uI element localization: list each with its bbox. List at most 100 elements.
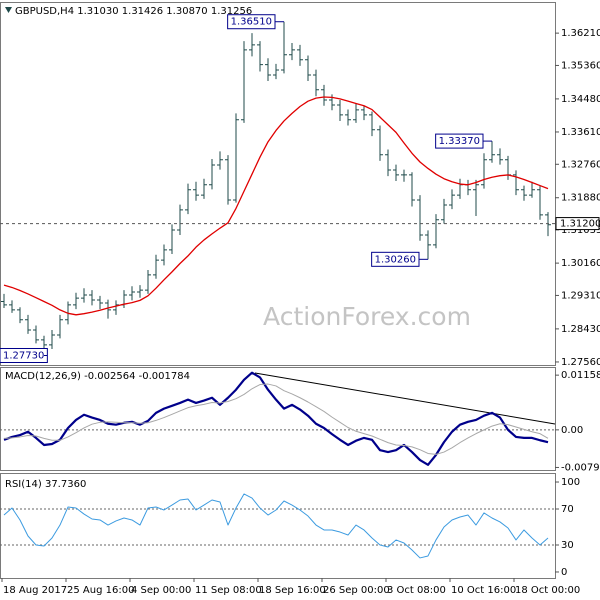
series-line <box>3 383 549 455</box>
price-bar <box>9 300 15 313</box>
price-bar <box>537 185 543 220</box>
price-bar <box>145 269 151 294</box>
price-bar <box>209 158 215 190</box>
x-tick-label: 10 Oct 16:00 <box>451 585 516 596</box>
price-bar <box>241 41 247 123</box>
x-tick-label: 18 Oct 00:00 <box>515 585 580 596</box>
price-bar <box>545 212 551 237</box>
price-bar <box>401 169 407 182</box>
price-bar <box>385 149 391 177</box>
macd-title: MACD(12,26,9) -0.002564 -0.001784 <box>5 371 190 382</box>
x-tick-label: 3 Oct 08:00 <box>387 585 446 596</box>
price-bar <box>137 285 143 298</box>
price-bar <box>489 141 495 163</box>
x-tick-label: 18 Sep 16:00 <box>259 585 326 596</box>
price-title: GBPUSD,H4 1.31030 1.31426 1.30870 1.3125… <box>15 6 252 17</box>
rsi-panel-frame <box>0 473 556 579</box>
x-tick-label: 25 Aug 16:00 <box>67 585 134 596</box>
price-bar <box>361 105 367 121</box>
price-bar <box>17 307 23 324</box>
price-bar <box>441 198 447 224</box>
y-tick-label: 1.29310 <box>561 290 600 301</box>
y-tick-label: 0.00 <box>561 425 583 436</box>
series-line <box>3 371 549 466</box>
price-bar <box>225 155 231 205</box>
y-tick-label: 100 <box>561 477 580 488</box>
x-tick-label: 11 Sep 08:00 <box>195 585 262 596</box>
price-bar <box>97 295 103 310</box>
price-bar <box>105 299 111 319</box>
annotation-label: 1.36510 <box>231 17 272 28</box>
price-bar <box>201 178 207 199</box>
price-bar <box>393 164 399 182</box>
current-price-box <box>555 217 600 231</box>
price-bar <box>369 111 375 137</box>
y-tick-label: 1.33610 <box>561 127 600 138</box>
price-bar <box>337 100 343 121</box>
y-tick-label: 1.28430 <box>561 324 600 335</box>
series-line <box>3 96 549 316</box>
price-bar <box>345 109 351 126</box>
price-bar <box>49 330 55 350</box>
price-bar <box>81 288 87 303</box>
price-bar <box>377 125 383 161</box>
price-bar <box>249 33 255 57</box>
price-bar <box>33 325 39 344</box>
price-bar <box>73 292 79 310</box>
symbol-icon <box>5 7 12 13</box>
series-line <box>3 493 549 559</box>
y-tick-label: 30 <box>561 540 574 551</box>
y-tick-label: 0.011588 <box>561 370 600 381</box>
macd-panel-frame <box>0 367 556 471</box>
price-bar <box>161 244 167 266</box>
price-bar <box>305 55 311 82</box>
y-tick-label: 1.34480 <box>561 94 600 105</box>
price-bar <box>409 172 415 207</box>
annotation-label: 1.30260 <box>375 254 416 265</box>
price-bar <box>529 181 535 198</box>
price-bar <box>129 286 135 301</box>
price-bar <box>169 224 175 254</box>
watermark: ActionForex.com <box>263 302 471 331</box>
price-bar <box>481 153 487 189</box>
y-tick-label: 70 <box>561 504 574 515</box>
y-tick-label: 1.31880 <box>561 193 600 204</box>
price-bar <box>297 44 303 66</box>
price-bar <box>1 293 7 308</box>
price-bar <box>289 43 295 61</box>
price-bar <box>185 183 191 215</box>
price-bar <box>497 148 503 165</box>
price-bar <box>473 179 479 216</box>
price-bar <box>449 189 455 210</box>
y-tick-label: 1.35360 <box>561 60 600 71</box>
x-tick-label: 4 Sep 00:00 <box>131 585 191 596</box>
rsi-title: RSI(14) 37.7360 <box>5 479 86 490</box>
price-bar <box>313 69 319 97</box>
price-bar <box>353 103 359 123</box>
y-tick-label: 1.32760 <box>561 159 600 170</box>
price-bar <box>265 58 271 82</box>
price-bar <box>25 314 31 334</box>
price-bar <box>425 230 431 260</box>
y-tick-label: 1.36210 <box>561 28 600 39</box>
price-bar <box>217 151 223 170</box>
price-bar <box>89 290 95 306</box>
price-bar <box>281 21 287 74</box>
y-tick-label: 0 <box>561 567 567 578</box>
x-tick-label: 18 Aug 2017 <box>3 585 67 596</box>
price-bar <box>193 181 199 201</box>
price-bar <box>273 63 279 80</box>
y-tick-label: 1.30160 <box>561 258 600 269</box>
y-tick-label: 1.31035 <box>561 225 600 236</box>
price-bar <box>521 185 527 201</box>
annotation-label: 1.27730 <box>3 350 44 361</box>
price-bar <box>153 254 159 279</box>
price-bar <box>417 195 423 241</box>
current-price-label: 1.31200 <box>560 219 600 230</box>
y-tick-label: 1.27560 <box>561 357 600 368</box>
price-bar <box>433 214 439 249</box>
price-bar <box>321 84 327 106</box>
price-bar <box>177 204 183 235</box>
